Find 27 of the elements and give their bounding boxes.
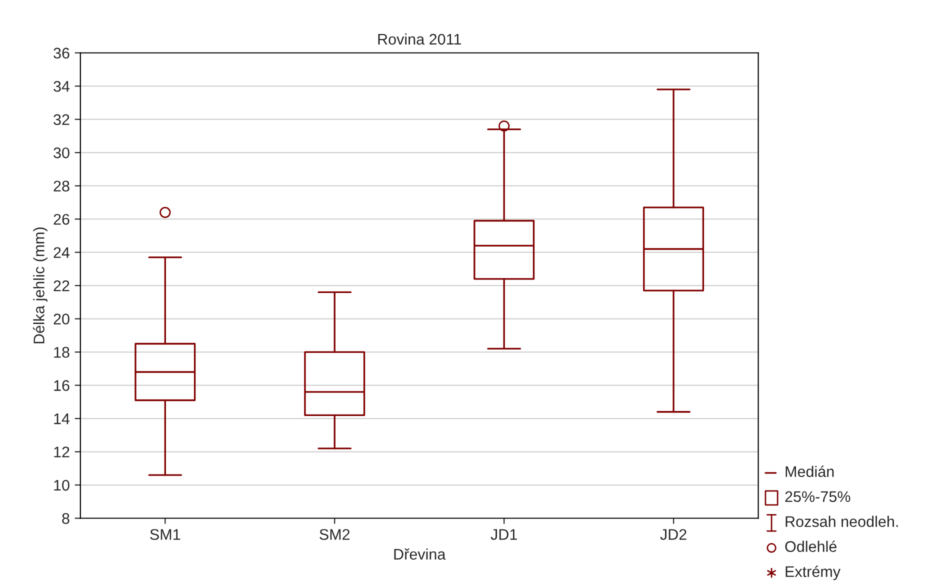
y-tick-label: 30 <box>54 147 70 158</box>
x-tick-label: JD1 <box>490 529 517 540</box>
y-tick-label: 34 <box>54 80 70 92</box>
y-tick-label: 22 <box>54 280 70 292</box>
y-tick-label: 10 <box>54 480 70 491</box>
y-axis-title: Délka jehlic (mm) <box>33 228 48 344</box>
x-axis-title: Dřevina <box>394 548 446 560</box>
y-tick-label: 24 <box>54 247 70 258</box>
text: Medián <box>786 466 834 478</box>
y-tick-label: 14 <box>54 414 70 424</box>
x-tick-label: SM2 <box>320 529 350 540</box>
y-tick-label: 8 <box>62 513 70 524</box>
y-tick-label: 12 <box>54 446 70 458</box>
y-tick-label: 32 <box>54 114 70 126</box>
text: Rozsah neodleh. <box>786 516 898 527</box>
y-tick-label: 20 <box>54 314 70 324</box>
text: Odlehlé <box>785 540 836 552</box>
y-tick-label: 16 <box>54 380 70 391</box>
x-tick-label: SM1 <box>150 529 180 540</box>
y-tick-label: 18 <box>54 346 70 358</box>
y-tick-label: 28 <box>54 180 70 192</box>
y-tick-label: 26 <box>54 214 70 225</box>
chart-title: Rovina 2011 <box>378 33 461 45</box>
text: 25%-75% <box>785 491 850 502</box>
y-tick-label: 36 <box>54 48 70 59</box>
text: Extrémy <box>786 566 841 580</box>
x-tick-label: JD2 <box>660 529 686 540</box>
